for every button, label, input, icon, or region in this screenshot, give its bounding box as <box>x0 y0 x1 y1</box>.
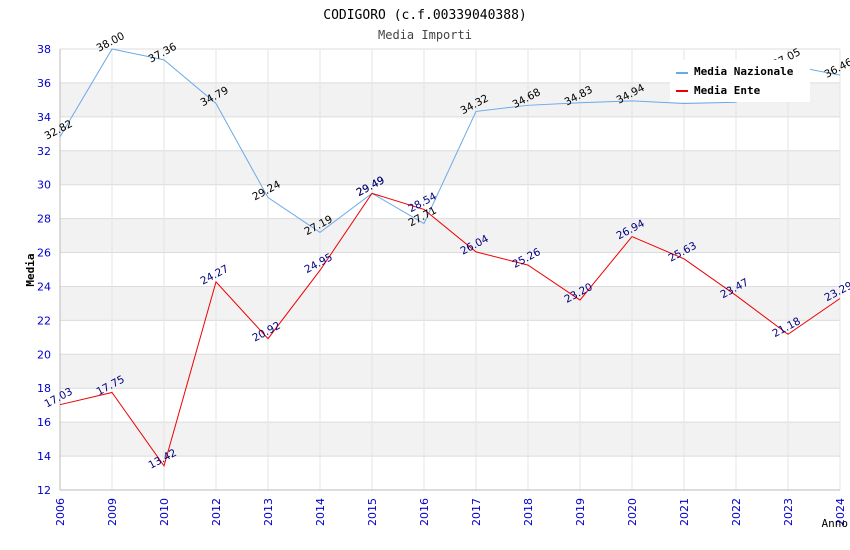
x-tick-label: 2022 <box>730 498 743 526</box>
legend: Media Nazionale Media Ente <box>670 60 810 102</box>
x-tick-label: 2024 <box>834 498 847 526</box>
x-axis-ticks: 2006 2009 2010 2012 2013 2014 2015 2016 2017 2018… <box>54 498 847 526</box>
y-tick-label: 28 <box>37 213 51 226</box>
x-tick-label: 2006 <box>54 498 67 526</box>
y-tick-label: 18 <box>37 382 51 395</box>
y-axis-label: Media <box>24 253 37 286</box>
legend-label-nazionale: Media Nazionale <box>694 65 794 78</box>
y-tick-label: 36 <box>37 77 51 90</box>
x-tick-label: 2019 <box>574 498 587 526</box>
chart-subtitle: Media Importi <box>378 28 472 42</box>
x-tick-label: 2013 <box>262 498 275 526</box>
x-tick-label: 2023 <box>782 498 795 526</box>
y-tick-label: 16 <box>37 416 51 429</box>
data-label: 24.27 <box>199 263 231 288</box>
x-tick-label: 2017 <box>470 498 483 526</box>
series-line-1 <box>59 192 841 468</box>
legend-box <box>670 60 810 102</box>
y-tick-label: 22 <box>37 314 51 327</box>
y-tick-label: 30 <box>37 179 51 192</box>
y-tick-label: 34 <box>37 111 51 124</box>
y-tick-label: 20 <box>37 348 51 361</box>
y-tick-label: 38 <box>37 43 51 56</box>
y-tick-label: 12 <box>37 484 51 497</box>
x-axis-label: Anno <box>822 517 849 530</box>
y-tick-label: 26 <box>37 247 51 260</box>
data-label: 20.92 <box>251 320 283 345</box>
data-label: 36.46 <box>823 56 850 81</box>
x-tick-label: 2012 <box>210 498 223 526</box>
legend-label-ente: Media Ente <box>694 84 761 97</box>
x-tick-label: 2020 <box>626 498 639 526</box>
x-tick-label: 2009 <box>106 498 119 526</box>
plot-background <box>59 48 841 491</box>
x-tick-label: 2021 <box>678 498 691 526</box>
x-tick-label: 2018 <box>522 498 535 526</box>
x-tick-label: 2010 <box>158 498 171 526</box>
series-line-0 <box>59 48 841 233</box>
grid-band <box>60 422 840 457</box>
chart-title: CODIGORO (c.f.00339040388) <box>323 8 527 23</box>
data-label: 37.36 <box>147 41 179 66</box>
y-axis-ticks: 12 14 16 18 20 22 24 26 28 30 32 34 36 38 <box>37 43 51 497</box>
grid-band <box>60 286 840 321</box>
series-lines <box>59 48 841 468</box>
y-tick-label: 32 <box>37 145 51 158</box>
y-tick-label: 14 <box>37 450 51 463</box>
x-tick-label: 2016 <box>418 498 431 526</box>
y-tick-label: 24 <box>37 280 51 293</box>
grid-band <box>60 354 840 389</box>
x-tick-label: 2015 <box>366 498 379 526</box>
grid-band <box>60 218 840 253</box>
x-tick-label: 2014 <box>314 498 327 526</box>
